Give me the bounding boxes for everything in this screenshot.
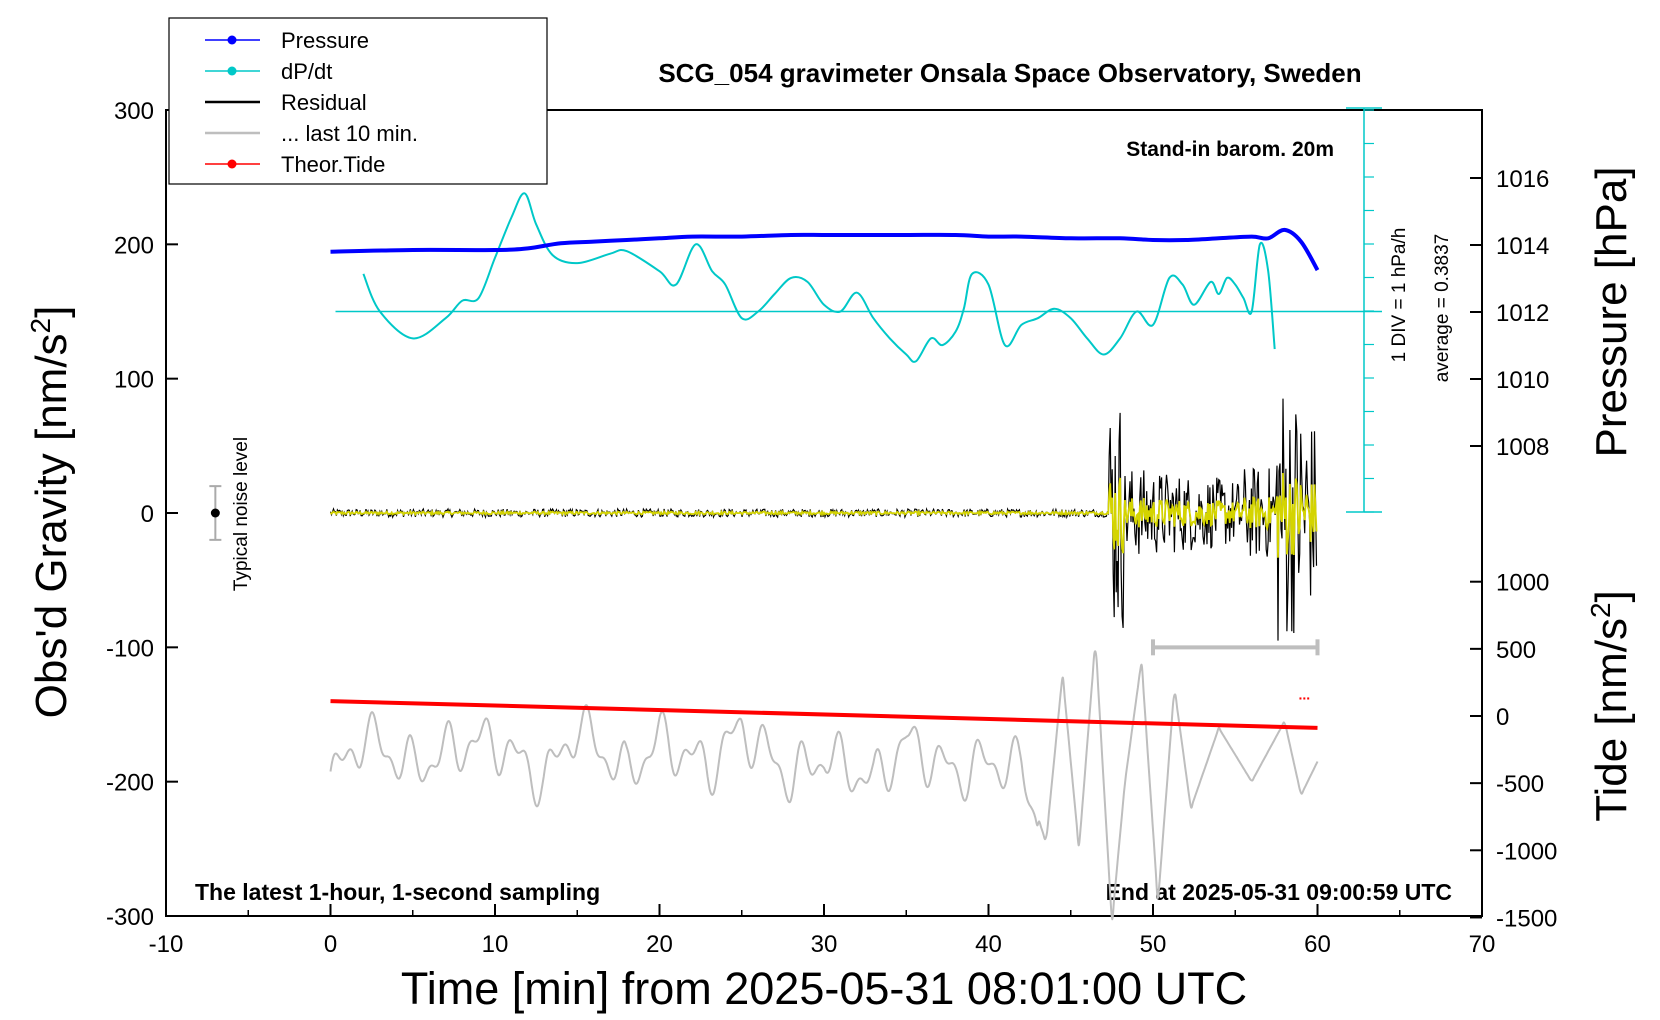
- pressure-tick-label: 1008: [1496, 434, 1549, 461]
- tide-tick-label: 500: [1496, 637, 1536, 664]
- x-tick-label: 0: [324, 931, 337, 958]
- legend-label: ... last 10 min.: [281, 121, 418, 146]
- x-tick-label: 70: [1469, 931, 1496, 958]
- chart-title: SCG_054 gravimeter Onsala Space Observat…: [658, 58, 1361, 88]
- legend-swatch-marker: [227, 159, 237, 169]
- tide-tick-label: 1000: [1496, 570, 1549, 597]
- x-tick-label: 30: [811, 931, 838, 958]
- bottom-right-annotation: End at 2025-05-31 09:00:59 UTC: [1106, 879, 1452, 905]
- x-tick-label: 10: [482, 931, 509, 958]
- y-axis-label-pressure: Pressure [hPa]: [1587, 166, 1636, 457]
- pressure-series-line: [330, 227, 1320, 272]
- pressure-tick-label: 1014: [1496, 233, 1549, 260]
- y-axis-label-tide-sup: 2: [1585, 602, 1616, 618]
- tide-tick-label: 0: [1496, 704, 1509, 731]
- noise-error-center: [210, 508, 220, 518]
- y-tick-label: 300: [114, 98, 154, 125]
- y-axis-label-left-main: Obs'd Gravity [nm/s: [27, 333, 76, 718]
- legend-label: Theor.Tide: [281, 152, 385, 177]
- y-tick-label: -200: [106, 770, 154, 797]
- y-tick-label: -100: [106, 635, 154, 662]
- x-tick-label: 60: [1304, 931, 1331, 958]
- y-axis-label-left: Obs'd Gravity [nm/s2]: [25, 306, 76, 719]
- pressure-tick-label: 1016: [1496, 166, 1549, 193]
- div-annotation: 1 DIV = 1 hPa/h: [1389, 228, 1410, 363]
- tide-tick-label: -500: [1496, 771, 1544, 798]
- x-tick-label: 40: [975, 931, 1002, 958]
- x-tick-label: 50: [1140, 931, 1167, 958]
- legend-label: Pressure: [281, 28, 369, 53]
- series-layer: ...: [209, 107, 1382, 921]
- tide-tick-label: -1000: [1496, 838, 1557, 865]
- legend-swatch-marker: [227, 66, 237, 76]
- last10-series-line: [329, 650, 1319, 921]
- x-tick-label: -10: [149, 931, 184, 958]
- y-axis-label-tide-end: ]: [1587, 590, 1636, 602]
- y-axis-label-tide: Tide [nm/s2]: [1585, 590, 1636, 822]
- x-axis-label: Time [min] from 2025-05-31 08:01:00 UTC: [401, 963, 1247, 1014]
- y-tick-label: 100: [114, 367, 154, 394]
- pressure-tick-label: 1012: [1496, 300, 1549, 327]
- pressure-tick-label: 1010: [1496, 367, 1549, 394]
- tide-series-line: [330, 699, 1318, 730]
- legend-label: Residual: [281, 90, 367, 115]
- bottom-left-annotation: The latest 1-hour, 1-second sampling: [195, 879, 600, 905]
- x-tick-label: 20: [646, 931, 673, 958]
- legend-label: dP/dt: [281, 59, 332, 84]
- noise-annotation: Typical noise level: [231, 437, 252, 591]
- average-annotation: average = 0.3837: [1432, 234, 1453, 382]
- legend: Pressure dP/dt Residual ... last 10 min. The…: [168, 17, 548, 185]
- y-axis-label-left-sup: 2: [25, 318, 56, 334]
- axes-ticks: -10 0 10 20 30 40 50 60 70-300-200-1000100200300…: [106, 98, 1557, 958]
- tide-tick-label: -1500: [1496, 905, 1557, 932]
- tide-dots: ...: [1299, 687, 1311, 703]
- y-tick-label: 200: [114, 232, 154, 259]
- dpdt-series-line: [362, 192, 1276, 363]
- y-tick-label: 0: [141, 501, 154, 528]
- residual-filtered-line: [329, 472, 1318, 558]
- y-axis-label-tide-main: Tide [nm/s: [1587, 618, 1636, 822]
- y-axis-label-left-end: ]: [27, 306, 76, 318]
- y-tick-label: -300: [106, 904, 154, 931]
- legend-swatch-marker: [227, 35, 237, 45]
- barom-annotation: Stand-in barom. 20m: [1126, 138, 1334, 161]
